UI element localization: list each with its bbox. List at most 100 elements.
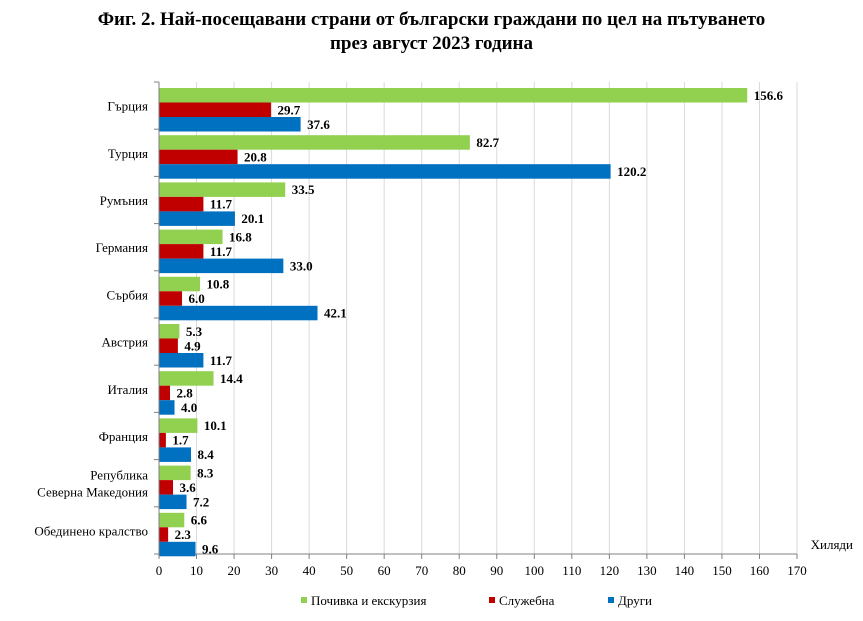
bar-series-3 [159,494,187,510]
bar-series-3 [159,164,611,179]
labels: 0 10 20 30 40 50 60 70 80 90 100 110 120 130 140 150 160… [34,88,853,578]
data-label: 11.7 [210,353,233,368]
category-label: Германия [96,240,148,255]
data-label: 29.7 [277,102,300,117]
data-label: 11.7 [210,197,233,212]
x-tick-label: 150 [712,563,732,578]
category-label: Обединено кралство [34,523,148,538]
bar-series-1 [159,88,748,103]
category-label: Италия [107,382,148,397]
data-label: 8.4 [198,447,215,462]
bar-series-1 [159,182,286,197]
bar-series-1 [159,135,470,150]
bar-series-3 [159,258,284,274]
category-label: Румъния [100,193,148,208]
data-label: 3.6 [180,480,197,495]
data-label: 4.9 [184,338,201,353]
data-label: 2.3 [175,527,192,542]
bar-series-1 [159,324,180,339]
data-label: 10.1 [204,418,227,433]
legend-swatch [608,597,614,603]
legend: Почивка и екскурзия Служебна Други [301,593,652,608]
axes [154,81,798,559]
data-label: 14.4 [220,371,243,386]
chart-title-line-2: през август 2023 година [329,33,534,54]
legend-label: Служебна [499,593,555,608]
bar-series-2 [159,527,169,542]
bar-series-3 [159,117,301,132]
legend-swatch [489,597,495,603]
x-tick-label: 120 [600,563,620,578]
x-tick-label: 30 [265,563,278,578]
bar-series-2 [159,385,171,401]
x-tick-label: 70 [415,563,428,578]
bar-series-3 [159,211,235,226]
bar-series-2 [159,102,271,117]
x-tick-label: 10 [190,563,203,578]
data-label: 20.8 [244,149,267,164]
data-label: 6.6 [191,513,208,528]
data-label: 1.7 [172,433,189,448]
bar-series-1 [159,512,185,528]
category-label: Гърция [107,99,148,114]
data-label: 42.1 [324,306,347,321]
legend-label: Почивка и екскурзия [311,593,426,608]
data-label: 6.0 [189,291,205,306]
bar-series-2 [159,196,204,212]
bar-series-1 [159,465,191,481]
x-tick-label: 50 [340,563,353,578]
gridlines [196,82,798,554]
bar-series-1 [159,229,223,245]
bar-series-2 [159,432,166,448]
x-tick-label: 60 [378,563,391,578]
bars [159,88,748,557]
category-label: Република [90,468,148,483]
bar-series-1 [159,276,201,292]
bar-series-1 [159,418,198,433]
bar-series-3 [159,305,318,321]
x-tick-label: 160 [750,563,770,578]
legend-swatch [301,597,307,603]
bar-series-2 [159,291,183,306]
bar-series-2 [159,338,178,353]
x-tick-label: 140 [675,563,695,578]
x-tick-label: 100 [525,563,545,578]
bar-series-2 [159,480,174,495]
data-label: 120.2 [617,164,646,179]
x-tick-label: 170 [787,563,807,578]
data-label: 7.2 [193,494,209,509]
category-label: Франция [99,429,148,444]
data-label: 8.3 [197,465,214,480]
bar-series-3 [159,447,192,462]
bar-series-3 [159,541,196,557]
x-tick-label: 40 [303,563,316,578]
x-tick-label: 0 [156,563,163,578]
bar-series-3 [159,400,175,415]
x-tick-label: 90 [490,563,503,578]
data-label: 9.6 [202,542,219,557]
category-label: Северна Македония [37,485,148,500]
data-label: 33.5 [292,182,315,197]
data-label: 16.8 [229,229,252,244]
data-label: 20.1 [241,211,264,226]
x-tick-label: 20 [228,563,241,578]
bar-series-2 [159,149,238,165]
data-label: 37.6 [307,117,330,132]
x-tick-label: 130 [637,563,657,578]
data-label: 10.8 [207,277,230,292]
category-label: Австрия [102,335,149,350]
bar-series-2 [159,244,204,259]
legend-label: Други [618,593,652,608]
category-label: Турция [108,146,148,161]
data-label: 82.7 [476,135,499,150]
chart-title: Фиг. 2. Най-посещавани страни от българс… [0,8,863,56]
data-label: 2.8 [177,385,194,400]
data-label: 5.3 [186,324,203,339]
x-tick-label: 80 [453,563,466,578]
bar-series-1 [159,371,214,386]
data-label: 11.7 [210,244,233,259]
bar-series-3 [159,353,204,368]
chart-title-line-1: Фиг. 2. Най-посещавани страни от българс… [97,9,766,30]
data-label: 33.0 [290,258,313,273]
